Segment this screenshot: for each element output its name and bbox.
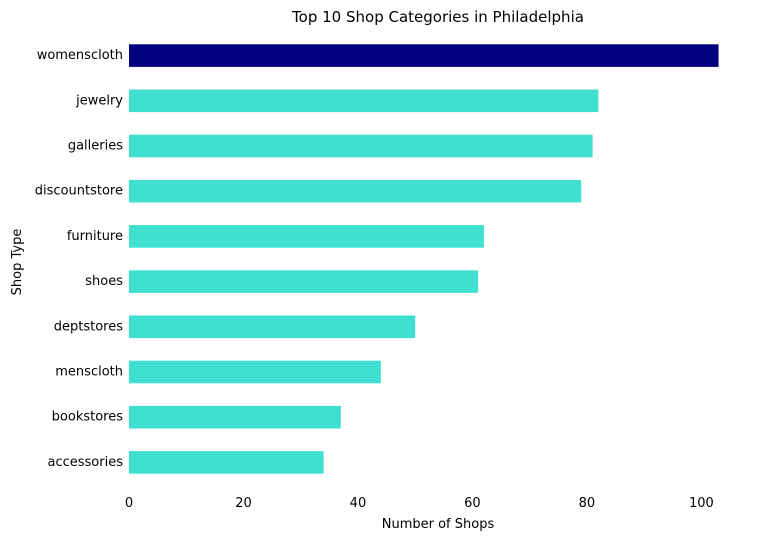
y-tick-label-discountstore: discountstore (35, 184, 123, 199)
x-tick-label-40: 40 (350, 496, 367, 511)
y-tick-label-jewelry: jewelry (75, 93, 123, 108)
x-axis-label: Number of Shops (382, 517, 495, 532)
bar-bookstores (129, 405, 341, 429)
y-tick-label-bookstores: bookstores (52, 410, 124, 425)
bar-discountstore (129, 179, 582, 203)
y-tick-label-menscloth: menscloth (55, 365, 123, 380)
bars-group (129, 44, 719, 474)
bar-jewelry (129, 89, 599, 113)
y-tick-label-furniture: furniture (67, 229, 123, 244)
y-tick-label-womenscloth: womenscloth (37, 48, 123, 63)
bar-shoes (129, 270, 479, 293)
bar-furniture (129, 225, 484, 248)
y-tick-label-accessories: accessories (48, 455, 124, 470)
bar-accessories (129, 451, 324, 474)
x-tick-label-60: 60 (464, 496, 481, 511)
bar-menscloth (129, 360, 381, 384)
x-tick-labels: 0 20 40 60 80 100 (125, 496, 714, 511)
x-tick-label-100: 100 (689, 496, 714, 511)
x-tick-label-20: 20 (235, 496, 252, 511)
bar-galleries (129, 134, 593, 158)
bar-deptstores (129, 315, 416, 339)
y-tick-label-shoes: shoes (85, 274, 123, 289)
x-tick-label-80: 80 (579, 496, 596, 511)
chart-title: Top 10 Shop Categories in Philadelphia (291, 8, 584, 26)
y-tick-label-galleries: galleries (68, 139, 123, 154)
y-tick-label-deptstores: deptstores (54, 319, 123, 334)
y-tick-labels: womenscloth jewelry galleries discountstore… (35, 48, 124, 470)
bar-womenscloth (129, 44, 719, 67)
x-tick-label-0: 0 (125, 496, 133, 511)
y-axis-label: Shop Type (10, 229, 25, 296)
